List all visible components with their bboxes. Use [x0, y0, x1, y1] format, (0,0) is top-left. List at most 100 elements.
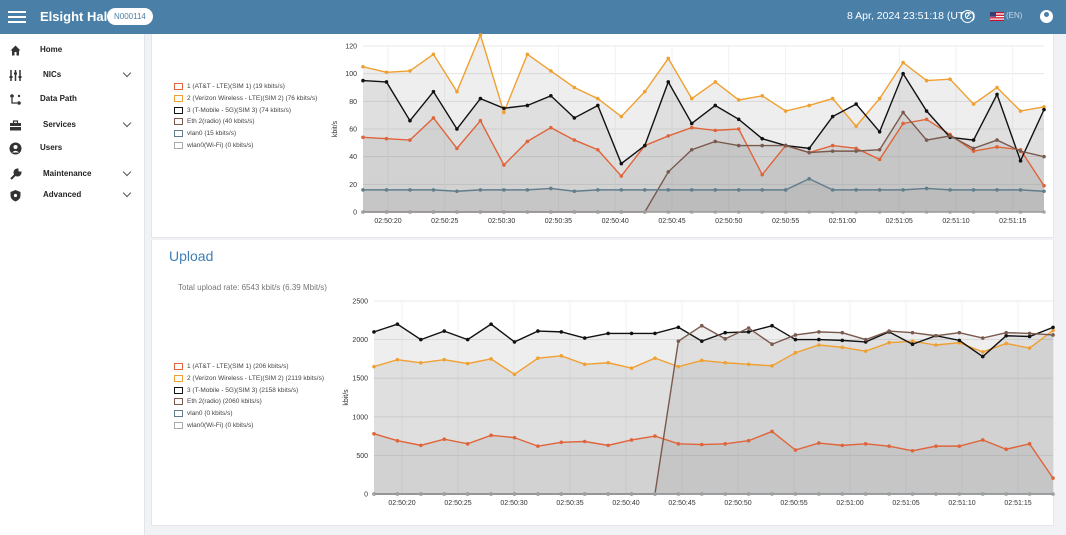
data-point [1004, 447, 1008, 452]
sidebar-item-services[interactable]: Services [0, 116, 145, 136]
legend-item[interactable]: Eth 2(radio) (40 kbits/s) [174, 118, 317, 130]
x-tick-label: 02:50:45 [668, 500, 695, 507]
us-flag-icon[interactable] [990, 12, 1004, 21]
data-point [653, 331, 657, 336]
sidebar-item-nics[interactable]: NICs [0, 66, 145, 86]
x-tick-label: 02:51:10 [948, 500, 975, 507]
sidebar-item-home[interactable]: Home [0, 41, 145, 61]
data-point [372, 364, 376, 369]
data-point [1042, 154, 1046, 159]
legend-item[interactable]: 3 (T-Mobile - 5G)(SIM 3) (2158 kbits/s) [174, 386, 324, 399]
x-tick-label: 02:50:30 [488, 218, 515, 225]
data-point [957, 338, 962, 343]
data-point [793, 350, 798, 355]
app-title: Elsight Halo [40, 9, 116, 24]
data-point [1042, 189, 1046, 194]
toolbox-icon [10, 120, 21, 131]
sidebar-item-maintenance[interactable]: Maintenance [0, 165, 145, 185]
data-point [901, 121, 905, 126]
data-point [840, 345, 845, 350]
data-point [1027, 334, 1032, 339]
series-line [373, 323, 1054, 358]
help-icon[interactable]: ? [961, 10, 974, 23]
data-point [760, 143, 765, 148]
menu-icon[interactable] [8, 8, 26, 26]
device-id-badge[interactable]: N000114 [107, 8, 153, 25]
account-icon[interactable] [1040, 10, 1053, 23]
data-point [699, 339, 704, 343]
data-point [596, 96, 600, 101]
data-point [770, 323, 774, 328]
data-point [676, 364, 681, 369]
legend-swatch [174, 421, 183, 429]
data-point [395, 438, 400, 443]
data-point [549, 125, 553, 130]
y-tick-label: 20 [349, 182, 357, 189]
data-point [465, 337, 470, 342]
data-point [1042, 183, 1046, 188]
data-point [689, 96, 694, 101]
data-point [1018, 109, 1023, 113]
data-point [478, 96, 483, 101]
data-point [807, 150, 811, 155]
y-tick-label: 0 [353, 210, 357, 217]
data-point [1004, 341, 1008, 346]
data-point [629, 366, 634, 370]
legend-item[interactable]: vlan0 (0 kbits/s) [174, 410, 324, 422]
x-tick-label: 02:50:40 [602, 218, 629, 225]
data-point [689, 121, 694, 126]
legend-item[interactable]: 2 (Verizon Wireless - LTE)(SIM 2) (76 kb… [174, 94, 317, 107]
legend-item[interactable]: wlan0(Wi-Fi) (0 kbits/s) [174, 141, 317, 154]
data-point [419, 360, 423, 365]
y-tick-label: 2000 [352, 337, 368, 344]
legend-item[interactable]: 1 (AT&T - LTE)(SIM 1) (206 kbits/s) [174, 363, 324, 375]
data-point [442, 357, 447, 362]
sidebar-item-users[interactable]: Users [0, 139, 145, 159]
data-point [934, 343, 938, 347]
data-point [783, 188, 788, 192]
data-point [854, 102, 858, 106]
legend-item[interactable]: Eth 2(radio) (2060 kbits/s) [174, 398, 324, 410]
data-point [817, 337, 821, 342]
legend-item[interactable]: wlan0(Wi-Fi) (0 kbits/s) [174, 421, 324, 434]
legend-item[interactable]: 3 (T-Mobile - 5G)(SIM 3) (74 kbits/s) [174, 106, 317, 119]
data-point [431, 52, 436, 57]
data-point [572, 116, 577, 120]
data-point [995, 138, 999, 142]
legend-item[interactable]: 2 (Verizon Wireless - LTE)(SIM 2) (2119 … [174, 374, 324, 387]
data-point [817, 330, 821, 334]
language-selector[interactable]: (EN) [1006, 11, 1023, 20]
data-point [536, 444, 540, 448]
data-point [559, 354, 564, 358]
data-point [830, 96, 835, 101]
data-point [489, 433, 493, 438]
data-point [713, 80, 718, 84]
data-point [489, 322, 493, 326]
data-point [536, 356, 540, 360]
legend-item[interactable]: 1 (AT&T - LTE)(SIM 1) (19 kbits/s) [174, 83, 317, 95]
x-tick-label: 02:51:10 [942, 218, 969, 225]
data-point [830, 143, 835, 148]
series-area [363, 73, 1044, 212]
data-point [549, 186, 553, 191]
data-point [559, 330, 564, 334]
data-point [830, 188, 835, 192]
data-point [478, 33, 483, 37]
x-tick-label: 02:50:20 [388, 500, 415, 507]
data-point [465, 361, 470, 366]
legend-swatch [174, 374, 183, 382]
data-point [1004, 330, 1008, 335]
data-point [442, 329, 447, 333]
data-point [666, 134, 671, 138]
x-tick-label: 02:51:05 [892, 500, 919, 507]
data-point [619, 161, 624, 166]
x-tick-label: 02:50:25 [431, 218, 458, 225]
section-title: Upload [169, 248, 214, 264]
legend-label: 3 (T-Mobile - 5G)(SIM 3) (2158 kbits/s) [187, 386, 299, 394]
sidebar-item-data-path[interactable]: Data Path [0, 90, 145, 110]
legend-swatch [174, 83, 183, 90]
sidebar-item-advanced[interactable]: Advanced [0, 186, 145, 206]
data-point [642, 188, 647, 192]
legend-item[interactable]: vlan0 (15 kbits/s) [174, 130, 317, 142]
data-point [699, 323, 704, 328]
